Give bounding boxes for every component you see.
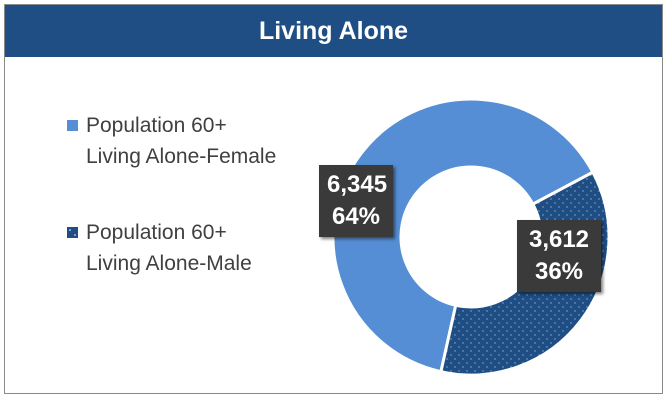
data-label-male-percent: 36%: [534, 258, 584, 285]
legend-item-male: Population 60+ Living Alone-Male: [65, 217, 285, 279]
legend-label-female: Population 60+ Living Alone-Female: [86, 114, 277, 168]
legend-label-male: Population 60+ Living Alone-Male: [86, 221, 252, 275]
data-label-male-value: 3,612: [528, 226, 590, 253]
chart-frame: Living Alone Population 60+ Living Alone…: [4, 4, 663, 394]
legend-swatch-male: [67, 227, 78, 238]
donut-slice-female: [331, 97, 595, 374]
data-label-male: 3,612 36%: [517, 220, 601, 292]
data-label-female: 6,345 64%: [319, 165, 393, 237]
chart-legend: Population 60+ Living Alone-Female Popul…: [65, 110, 285, 279]
data-label-female-percent: 64%: [331, 203, 381, 230]
chart-title: Living Alone: [5, 5, 662, 57]
legend-swatch-female: [67, 120, 78, 131]
data-label-female-value: 6,345: [327, 171, 388, 198]
legend-item-female: Population 60+ Living Alone-Female: [65, 110, 285, 172]
